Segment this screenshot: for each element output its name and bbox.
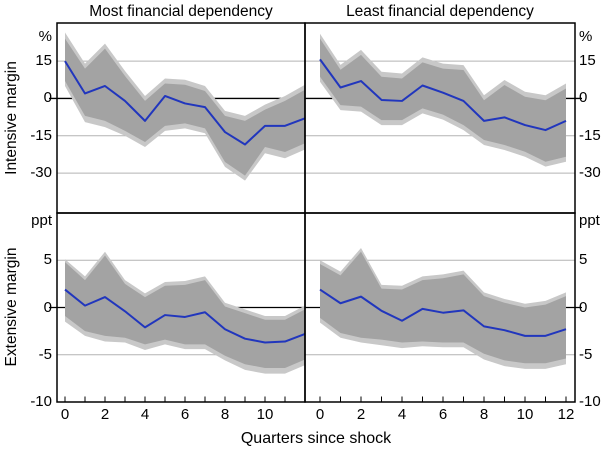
x-tick-label: 0 [315,406,325,423]
y-tick-label-right: 15 [579,52,596,70]
y-tick-label-right: -15 [579,126,601,144]
y-tick-label-right: 5 [579,251,588,269]
x-tick-label: 6 [438,406,448,423]
y-tick-label-left: -10 [30,393,52,410]
unit-label-percent-right: % [579,28,593,45]
confidence-band-inner [320,251,566,364]
confidence-band-inner [65,255,305,368]
response-line [319,58,567,132]
x-tick-label: 4 [140,406,150,423]
x-tick-label: 6 [180,406,190,423]
x-axis-title: Quarters since shock [240,430,392,447]
response-line [64,60,306,146]
y-tick-label-left: 5 [43,251,52,269]
panel-border-3 [304,212,576,403]
x-tick-label: 4 [397,406,407,423]
confidence-band-inner [65,38,305,176]
y-tick-label-left: 0 [43,298,52,316]
y-tick-label-right: -10 [579,393,601,410]
unit-label-percent-left: % [38,28,52,45]
y-tick-label-left: -15 [30,126,52,144]
x-tick-label: 10 [516,406,534,423]
x-tick-label: 8 [220,406,230,423]
x-tick-label: 8 [479,406,489,423]
x-tick-label: 10 [256,406,274,423]
panel-title-least: Least financial dependency [346,3,534,20]
response-line [64,288,306,344]
x-tick-label: 12 [557,406,575,423]
row-label-intensive-margin: Intensive margin [3,61,20,175]
y-tick-label-right: 0 [579,298,588,316]
y-tick-label-right: -30 [579,164,601,182]
y-tick-label-left: 15 [35,52,52,70]
response-line [319,288,567,337]
y-tick-label-right: -5 [579,345,593,363]
y-tick-label-right: 0 [579,89,588,107]
unit-label-ppt-right: ppt [579,212,600,229]
x-tick-label: 2 [100,406,110,423]
x-tick-label: 2 [356,406,366,423]
panel-title-most: Most financial dependency [89,3,273,20]
unit-label-ppt-left: ppt [31,212,52,229]
x-tick-label: 0 [60,406,70,423]
y-tick-label-left: -5 [38,345,52,363]
confidence-band-inner [320,38,566,162]
y-tick-label-left: -30 [30,164,52,182]
y-tick-label-left: 0 [43,89,52,107]
